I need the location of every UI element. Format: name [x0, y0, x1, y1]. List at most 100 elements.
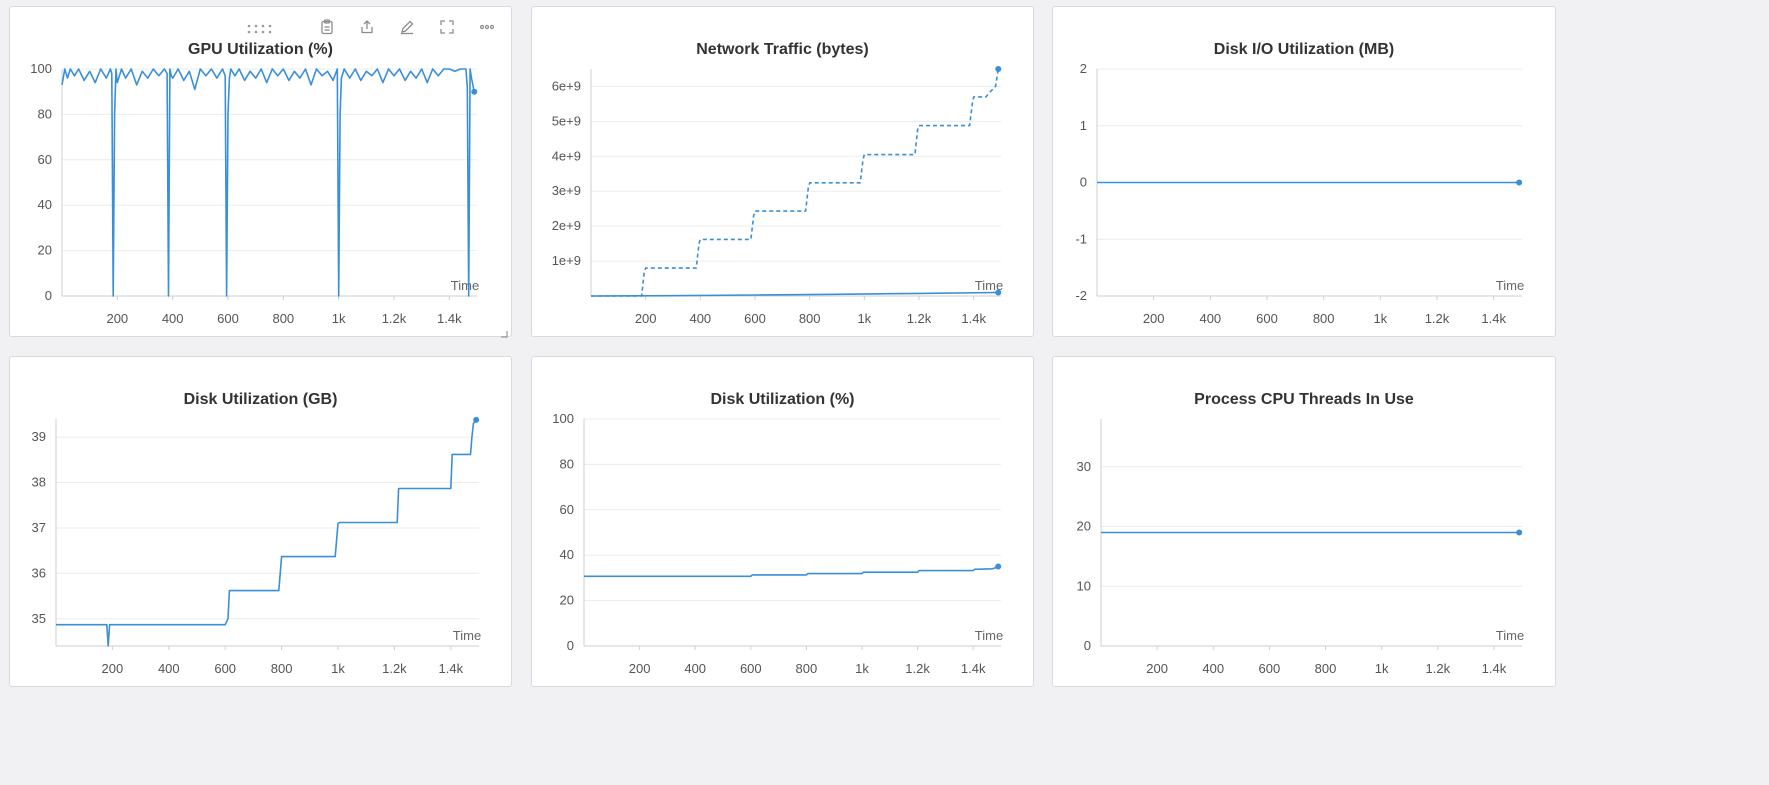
y-tick-label: 0 — [45, 288, 52, 303]
x-tick-label: 800 — [1315, 661, 1337, 676]
clipboard-icon[interactable] — [317, 17, 337, 37]
series-end-point — [1516, 529, 1523, 536]
chart-panel-disk-utilization-percent: Disk Utilization (%) 0 20 40 60 80 100 200 400 6… — [531, 356, 1034, 687]
x-tick-label: 1.4k — [439, 661, 464, 676]
x-axis-label: Time — [453, 628, 481, 643]
y-tick-label: 0 — [1084, 638, 1091, 653]
y-tick-label: 36 — [32, 565, 46, 580]
y-tick-label: -1 — [1075, 231, 1087, 246]
series-line — [56, 419, 477, 647]
more-icon[interactable] — [477, 17, 497, 37]
gpu-utilization-chart: 0 20 40 60 80 100 200 400 600 800 1k 1.2k 1.4k Time — [30, 61, 479, 326]
x-tick-label: 1k — [1375, 661, 1389, 676]
y-tick-label: 60 — [560, 502, 574, 517]
y-tick-label: 0 — [1080, 175, 1087, 190]
y-tick-label: 60 — [38, 152, 52, 167]
x-tick-label: 600 — [744, 311, 766, 326]
x-tick-label: 400 — [1202, 661, 1224, 676]
panel-toolbar — [317, 17, 497, 37]
y-tick-label: 100 — [30, 61, 52, 76]
share-icon[interactable] — [357, 17, 377, 37]
y-tick-label: 1e+9 — [552, 253, 581, 268]
x-tick-label: 800 — [799, 311, 821, 326]
chart-title: Disk Utilization (%) — [710, 391, 855, 408]
resize-handle-icon[interactable] — [500, 325, 508, 338]
chart-panel-process-cpu-threads: Process CPU Threads In Use 0 10 20 30 200 400… — [1052, 356, 1556, 687]
x-tick-label: 1.4k — [1482, 661, 1507, 676]
x-tick-label: 1.2k — [1425, 311, 1450, 326]
x-tick-label: 1.4k — [961, 311, 986, 326]
x-tick-label: 1.2k — [382, 311, 407, 326]
series-line — [584, 565, 999, 578]
x-tick-label: 200 — [1143, 311, 1165, 326]
x-tick-label: 400 — [158, 661, 180, 676]
y-tick-label: 35 — [32, 611, 46, 626]
y-tick-label: 10 — [1077, 578, 1091, 593]
y-tick-label: 39 — [32, 429, 46, 444]
y-tick-label: 37 — [32, 520, 46, 535]
x-axis-label: Time — [1496, 628, 1524, 643]
x-tick-label: 400 — [689, 311, 711, 326]
x-tick-label: 600 — [217, 311, 239, 326]
chart-title: Network Traffic (bytes) — [696, 41, 869, 58]
y-tick-label: 100 — [552, 411, 574, 426]
series-line — [591, 68, 1000, 297]
x-tick-label: 200 — [106, 311, 128, 326]
y-tick-label: 5e+9 — [552, 113, 581, 128]
process-cpu-threads-chart: 0 10 20 30 200 400 600 800 1k 1.2k 1.4k Time — [1077, 419, 1524, 676]
x-tick-label: 1.4k — [437, 311, 462, 326]
series-end-point — [1516, 179, 1523, 186]
x-tick-label: 600 — [1256, 311, 1278, 326]
x-tick-label: 1.2k — [907, 311, 932, 326]
y-tick-label: 80 — [38, 106, 52, 121]
y-tick-label: 40 — [38, 197, 52, 212]
y-tick-label: 20 — [1077, 519, 1091, 534]
series-line — [590, 291, 999, 297]
y-tick-label: 3e+9 — [552, 183, 581, 198]
y-tick-label: -2 — [1075, 288, 1087, 303]
y-tick-label: 38 — [32, 475, 46, 490]
x-tick-label: 600 — [1259, 661, 1281, 676]
x-tick-label: 1.4k — [961, 661, 986, 676]
y-tick-label: 1 — [1080, 118, 1087, 133]
series-line — [61, 68, 475, 297]
x-tick-label: 400 — [162, 311, 184, 326]
x-tick-label: 800 — [272, 311, 294, 326]
x-tick-label: 1k — [1373, 311, 1387, 326]
x-tick-label: 600 — [740, 661, 762, 676]
x-tick-label: 600 — [214, 661, 236, 676]
chart-title: Disk I/O Utilization (MB) — [1213, 41, 1395, 58]
y-tick-label: 40 — [560, 547, 574, 562]
chart-panel-disk-io-utilization: Disk I/O Utilization (MB) -2 -1 0 1 2 200 400 6… — [1052, 6, 1556, 337]
drag-handle-icon[interactable] — [247, 21, 275, 39]
disk-utilization-gb-chart: 35 36 37 38 39 200 400 600 800 1k 1.2k 1.4k Time — [32, 416, 481, 676]
series-end-point — [471, 88, 478, 95]
x-axis-label: Time — [975, 278, 1003, 293]
x-tick-label: 800 — [796, 661, 818, 676]
edit-icon[interactable] — [397, 17, 417, 37]
x-tick-label: 200 — [629, 661, 651, 676]
chart-title: GPU Utilization (%) — [188, 41, 333, 58]
series-end-point — [473, 416, 480, 423]
x-tick-label: 1.2k — [1426, 661, 1451, 676]
x-tick-label: 200 — [102, 661, 124, 676]
y-tick-label: 30 — [1077, 459, 1091, 474]
disk-utilization-percent-chart: 0 20 40 60 80 100 200 400 600 800 1k 1.2k 1.4k Time — [552, 411, 1003, 676]
chart-panel-disk-utilization-gb: Disk Utilization (GB) 35 36 37 38 39 200 400 60… — [9, 356, 512, 687]
x-tick-label: 200 — [635, 311, 657, 326]
x-tick-label: 400 — [684, 661, 706, 676]
y-tick-label: 20 — [38, 243, 52, 258]
chart-title: Process CPU Threads In Use — [1194, 391, 1414, 408]
y-tick-label: 2e+9 — [552, 218, 581, 233]
x-tick-label: 1k — [332, 311, 346, 326]
x-tick-label: 1k — [331, 661, 345, 676]
y-tick-label: 0 — [567, 638, 574, 653]
x-tick-label: 1.2k — [905, 661, 930, 676]
x-tick-label: 1.4k — [1481, 311, 1506, 326]
x-tick-label: 800 — [271, 661, 293, 676]
series-end-point — [995, 289, 1002, 296]
x-axis-label: Time — [451, 278, 479, 293]
x-tick-label: 1.2k — [382, 661, 407, 676]
fullscreen-icon[interactable] — [437, 17, 457, 37]
chart-title: Disk Utilization (GB) — [183, 391, 338, 408]
